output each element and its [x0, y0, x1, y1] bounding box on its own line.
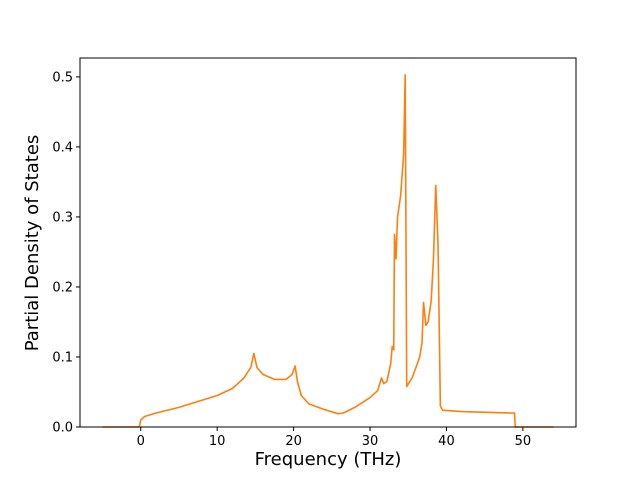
- x-tick-label: 50: [515, 434, 532, 449]
- x-axis-label: Frequency (THz): [255, 449, 402, 470]
- x-tick-label: 30: [362, 434, 379, 449]
- series-line: [102, 74, 554, 428]
- x-tick-label: 40: [438, 434, 455, 449]
- plot-frame: [79, 57, 577, 428]
- y-tick-label: 0.2: [52, 280, 73, 295]
- y-axis-label: Partial Density of States: [22, 135, 43, 352]
- y-tick-label: 0.0: [52, 421, 73, 436]
- y-tick-label: 0.1: [52, 350, 73, 365]
- y-tick-label: 0.4: [52, 140, 73, 155]
- y-tick-label: 0.3: [52, 210, 73, 225]
- x-tick-label: 20: [285, 434, 302, 449]
- x-tick-label: 10: [209, 434, 226, 449]
- y-tick-label: 0.5: [52, 70, 73, 85]
- x-tick-label: 0: [137, 434, 145, 449]
